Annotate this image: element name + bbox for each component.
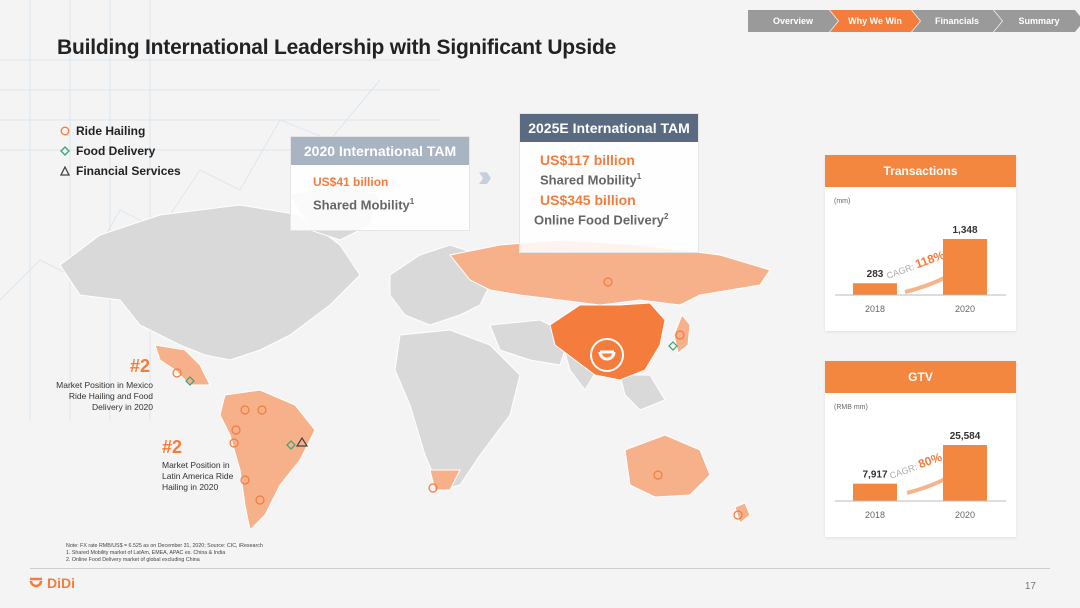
ride-marker-chile [240,475,250,485]
bar-2018 [853,283,897,295]
tam-2025-label-mobility: Shared Mobility1 [540,172,642,188]
food-marker-mexico [185,376,195,386]
chart-unit: (mm) [834,198,850,205]
ride-marker-japan [675,330,685,340]
ride-marker-colombia [240,405,250,415]
map-new-zealand [734,502,751,524]
page-title: Building International Leadership with S… [57,36,617,59]
tam-2025-amount-mobility: US$117 billion [540,152,635,168]
tam-2020-header: 2020 International TAM [291,137,469,165]
tab-why-we-win[interactable]: Why We Win [830,10,920,32]
latam-rank-text: Market Position in Latin America Ride Ha… [162,460,234,492]
chevron-right-icon: ››› [478,160,492,193]
chart-unit: (RMB mm) [834,404,868,411]
cagr-label: CAGR: 118% [884,248,946,282]
bar-value-label: 283 [867,269,884,280]
ride-marker-australia [653,470,663,480]
tam-2020-label: Shared Mobility1 [313,197,415,213]
map-legend: Ride Hailing Food Delivery Financial Ser… [58,121,181,181]
tab-overview[interactable]: Overview [748,10,838,32]
tam-2025-box: 2025E International TAM US$117 billion S… [519,113,699,253]
transactions-chart: (mm) CAGR: 118% 283 2018 1,348 2020 [834,198,1006,314]
legend-label: Financial Services [76,164,181,178]
bar-2018 [853,483,897,501]
legend-ride-hailing: Ride Hailing [58,121,181,141]
tab-summary[interactable]: Summary [994,10,1080,32]
footer-divider [30,568,1050,569]
gtv-chart: (RMB mm) CAGR: 80% 7,917 2018 25,584 2020 [834,404,1006,520]
ride-marker-new-zealand [733,510,743,520]
tam-2020-box: 2020 International TAM US$41 billion Sha… [290,136,470,231]
ride-marker-venezuela [257,405,267,415]
tab-financials[interactable]: Financials [912,10,1002,32]
category-tick-label: 2020 [955,510,975,520]
food-marker-brazil [286,440,296,450]
gtv-chart-card: GTV (RMB mm) CAGR: 80% 7,917 2018 25,584 20… [825,361,1016,537]
mexico-rank-text: Market Position in Mexico Ride Hailing a… [56,380,153,412]
legend-label: Food Delivery [76,144,156,158]
ride-marker-ecuador [229,438,239,448]
cagr-label: CAGR: 80% [887,450,944,482]
tam-2025-header: 2025E International TAM [520,114,698,142]
legend-food-delivery: Food Delivery [58,141,181,161]
ride-marker-russia [603,277,613,287]
gtv-header: GTV [825,361,1016,393]
map-south-america [219,389,316,532]
category-tick-label: 2018 [865,304,885,314]
ride-marker-argentina [255,495,265,505]
china-didi-logo [590,338,624,372]
transactions-chart-card: Transactions (mm) CAGR: 118% 283 2018 1,34… [825,155,1016,331]
background-decoration [0,0,440,420]
category-tick-label: 2018 [865,510,885,520]
footnote: Note: FX rate RMB/US$ = 6.525 as on Dece… [66,543,263,563]
transactions-header: Transactions [825,155,1016,187]
category-tick-label: 2020 [955,304,975,314]
map-africa [394,329,521,491]
legend-financial-services: Financial Services [58,161,181,181]
tam-2025-amount-food: US$345 billion [540,192,636,209]
triangle-icon [58,166,72,176]
tam-2025-label-food: Online Food Delivery2 [534,212,669,228]
map-australia [624,434,711,498]
fin-marker-brazil [295,436,309,447]
food-marker-japan [668,341,678,351]
mexico-rank: #2 [130,356,151,376]
map-north-america [59,204,361,361]
logo-text: DiDi [47,575,75,591]
ride-marker-south-africa [428,483,438,493]
map-mexico [154,344,211,386]
tam-2020-amount: US$41 billion [313,175,389,189]
didi-logo: DiDi [28,575,75,591]
map-japan [673,314,691,354]
map-se-asia [619,374,666,411]
ride-marker-mexico [172,368,182,378]
map-south-africa [429,469,461,491]
bar-value-label: 7,917 [862,470,887,481]
bar-value-label: 1,348 [952,225,977,236]
page-number: 17 [1024,581,1036,592]
bar-2020 [943,239,987,295]
section-nav: Overview Why We Win Financials Summary [748,10,1080,32]
ride-marker-peru [231,425,241,435]
diamond-icon [58,146,72,156]
latam-rank: #2 [162,437,183,457]
bar-value-label: 25,584 [950,431,981,442]
map-middle-east [489,319,571,366]
legend-label: Ride Hailing [76,124,146,138]
circle-icon [58,126,72,136]
didi-logo-icon [29,577,43,588]
bar-2020 [943,445,987,501]
